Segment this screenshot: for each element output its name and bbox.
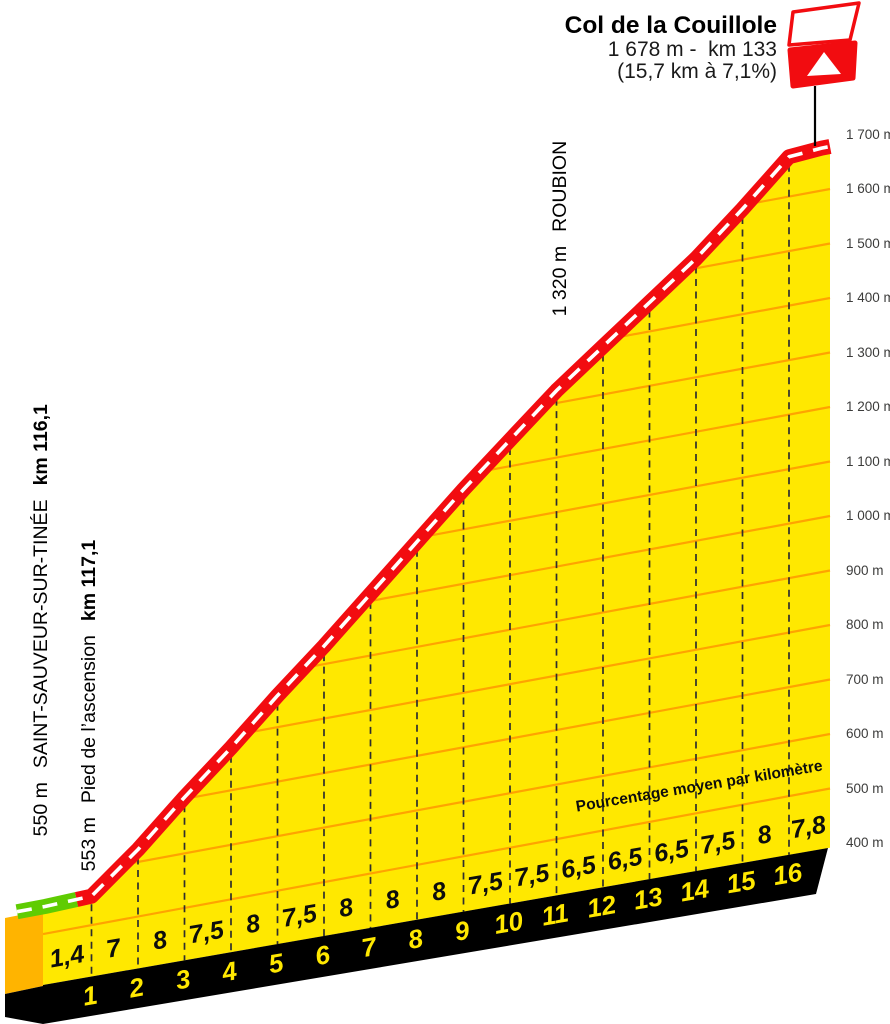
start-marker-saint-sauveur: 550 m SAINT-SAUVEUR-SUR-TINÉE km 116,1 [5,404,52,858]
elevation-gridline [182,678,831,801]
checkered-flag-icon [787,1,861,47]
elevation-axis-label: 1 400 m [846,290,890,305]
km-label: 2 [126,971,147,1003]
elevation-axis-label: 1 600 m [846,181,890,196]
elevation-axis-label: 700 m [846,671,884,687]
km-label: 13 [631,881,665,916]
gradient-label: 7,5 [187,915,227,949]
elevation-gridline [682,242,831,272]
summit-name: Col de la Couillole [564,12,777,39]
gradient-label: 7,5 [512,859,552,893]
km-label: 14 [678,873,712,908]
km-label: 8 [406,923,426,955]
waypoint-elevation: 1 320 m [549,245,571,317]
gradient-label: 8 [755,820,774,850]
elevation-gridline [420,460,831,539]
elevation-gridline [362,514,831,604]
elevation-axis-label: 1 000 m [846,508,890,523]
elevation-axis-label: 600 m [846,726,884,741]
elevation-gridline [542,351,831,407]
elevation-gridline [611,296,831,340]
km-label: 10 [492,905,526,940]
km-label: 16 [771,857,805,892]
gradient-label: 6,5 [559,850,599,884]
gradient-label: 8 [430,877,449,907]
km-label: 4 [219,955,240,987]
gradient-label: 8 [244,909,263,939]
elevation-gridline [303,569,831,669]
elevation-axis-label: 900 m [846,562,884,578]
elevation-axis-label: 1 100 m [846,453,890,469]
elevation-axis-label: 500 m [846,780,884,796]
gradient-label: 7,5 [698,826,738,860]
summit-elevation-km: 1 678 m - km 133 [607,38,777,61]
km-label: 15 [724,865,758,900]
km-labels: 1 2 3 4 5 6 7 8 9 10 11 12 13 14 15 16 [80,857,805,1012]
elevation-gridlines [42,187,831,936]
gradient-label: 7,5 [280,899,320,933]
start-marker-elevation: 553 m [78,817,100,872]
gradient-label: 6,5 [652,834,692,868]
gradient-label: 7,5 [466,867,506,901]
start-marker-elevation: 550 m [30,782,52,837]
elevation-base-band [43,848,828,1024]
start-marker-name: SAINT-SAUVEUR-SUR-TINÉE [30,499,52,769]
waypoint-roubion: 1 320 m ROUBION [524,141,571,338]
elevation-axis-label: 1 300 m [846,344,890,360]
elevation-axis-label: 400 m [846,835,884,850]
left-side-face-shadow [5,986,43,1024]
elevation-axis-label: 800 m [846,617,884,632]
km-gridlines [90,164,790,977]
start-marker-km: km 116,1 [30,404,52,486]
start-marker-pied-ascension: 553 m Pied de l’ascension km 117,1 [53,540,100,893]
elevation-gridline [243,623,831,735]
gradient-label: 8 [383,885,402,915]
mountain-summit-icon [787,40,858,89]
elevation-axis-label: 1 700 m [846,126,890,142]
gradient-label: 8 [337,893,356,923]
gradient-label: 1,4 [47,940,86,974]
km-label: 6 [313,939,333,971]
gradient-labels: 1,4 7 8 7,5 8 7,5 8 8 8 7,5 7,5 6,5 6,5 6,5 7,5 8 7,8 [47,811,828,974]
start-marker-km: km 117,1 [78,539,100,622]
gradient-label: 7 [104,933,124,963]
start-marker-name: Pied de l’ascension [78,635,100,804]
elevation-gridline [42,787,831,936]
km-label: 5 [266,947,286,979]
mountain-triangle [807,52,841,76]
km-label: 3 [173,963,193,995]
left-side-face [5,910,43,994]
summit-title-block: Col de la Couillole 1 678 m - km 133 (15… [565,12,777,83]
waypoint-name: ROUBION [549,140,571,232]
terrain-area [17,146,830,985]
gradient-label: 7,8 [789,811,828,845]
elevation-gridline [122,732,831,866]
gradient-label: 6,5 [605,842,645,876]
summit-stats: (15,7 km à 7,1%) [617,60,777,83]
elevation-axis-label: 1 500 m [846,235,890,251]
km-label: 11 [539,897,571,931]
gradient-label: 8 [151,926,170,956]
elevation-gridline [479,405,831,473]
km-label: 9 [452,915,472,947]
elevation-axis-label: 1 200 m [846,399,890,414]
km-label: 1 [80,980,99,1012]
km-label: 12 [585,889,619,924]
